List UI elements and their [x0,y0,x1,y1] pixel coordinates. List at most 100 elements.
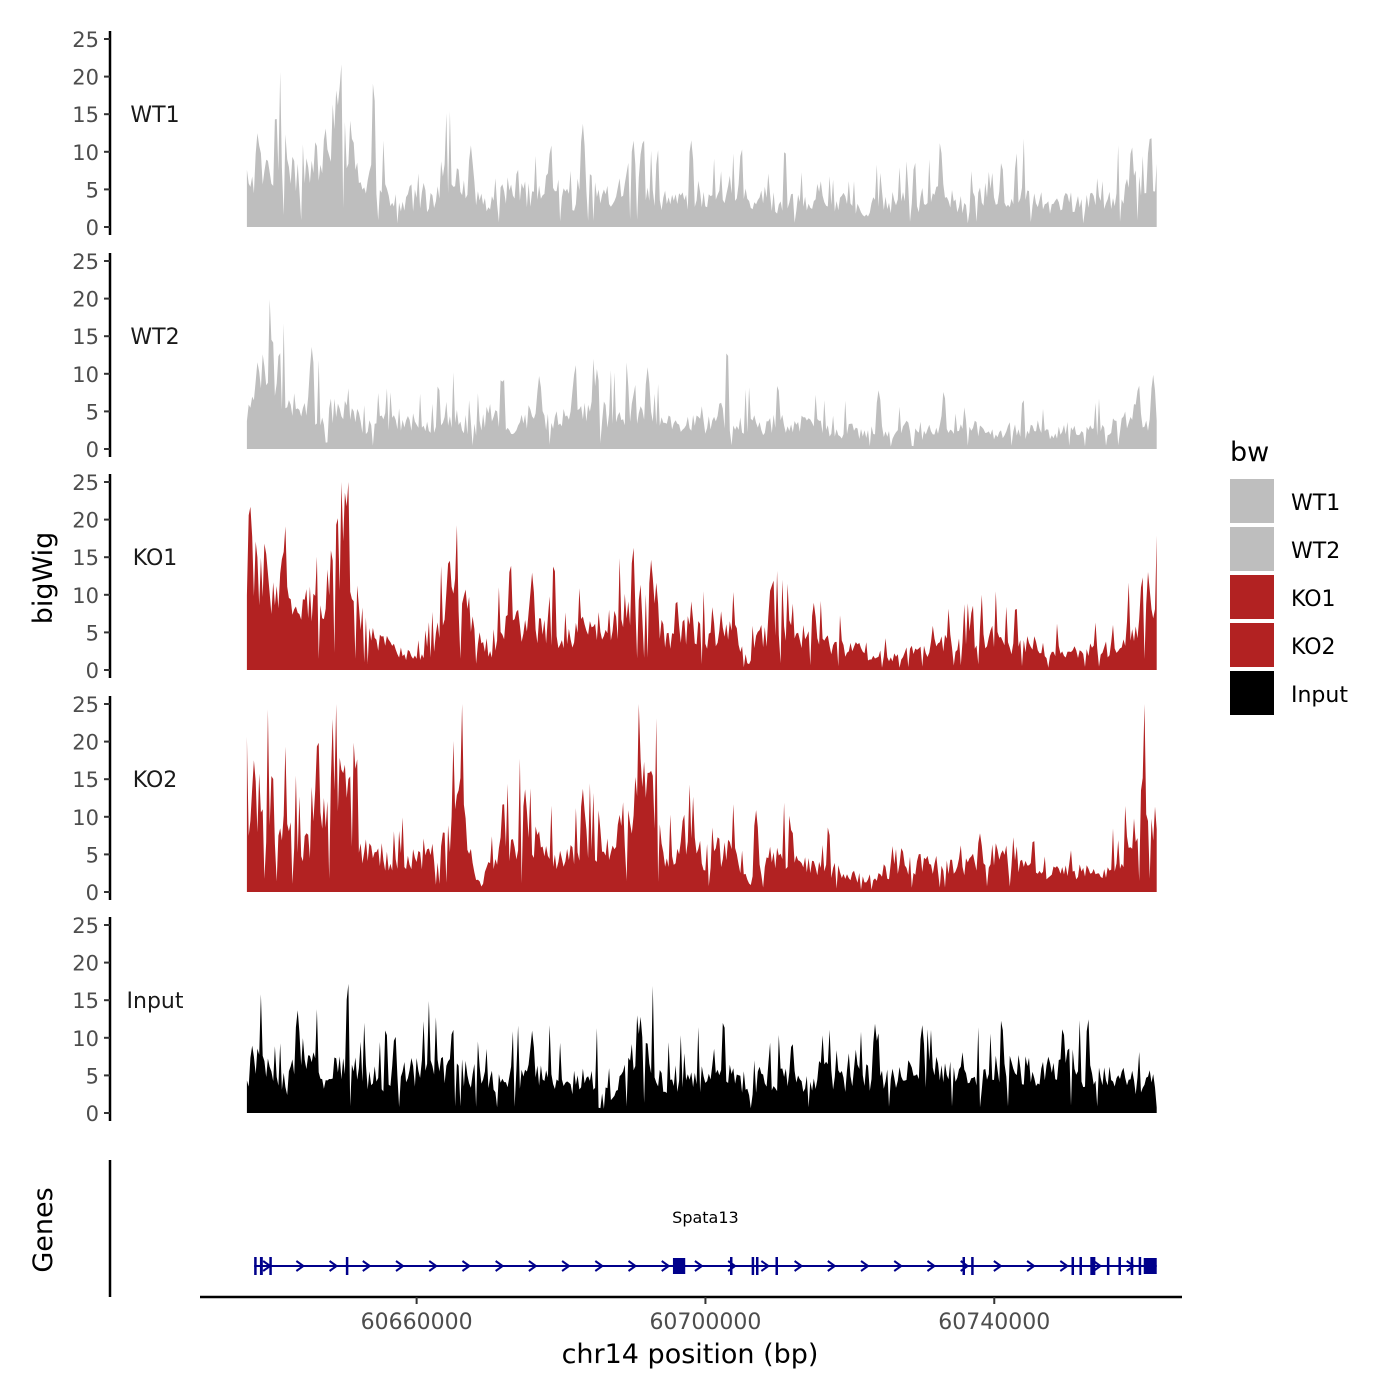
y-tick-label: 25 [72,28,99,52]
strand-arrow [860,1260,870,1272]
strand-arrow [594,1260,605,1272]
legend-swatch-input [1230,671,1274,715]
strand-arrow [661,1260,671,1272]
gene-exon [729,1257,733,1275]
track-label: KO1 [133,546,178,571]
y-tick-label: 25 [72,250,99,274]
legend-label: Input [1291,683,1348,708]
y-tick-label: 25 [72,693,99,717]
coverage-area-ko2 [246,704,1157,892]
track-ko1: 0 5 10 15 20 25 KO1 [72,471,1157,683]
strand-arrow [1126,1260,1136,1272]
legend-swatch-ko2 [1230,623,1274,667]
gene-spata13: Spata13 [254,1208,1157,1275]
gene-exon [1071,1257,1075,1275]
y-tick-label: 20 [72,66,99,90]
gene-exon [751,1257,755,1275]
legend-swatch-wt1 [1230,479,1274,523]
y-tick-label: 5 [86,178,99,202]
x-tick-label: 60740000 [938,1310,1050,1335]
legend-label: KO1 [1291,587,1336,612]
strand-arrow [1092,1260,1103,1272]
legend: bw WT1 WT2 KO1 KO2 Input [1230,437,1348,715]
track-label: WT1 [130,103,179,128]
y-tick-label: 5 [86,621,99,645]
y-tick-label: 10 [72,141,99,165]
strand-arrow [495,1260,505,1272]
gene-exon [259,1257,263,1275]
gene-exon [962,1257,965,1275]
y-tick-label: 10 [72,1027,99,1051]
track-panels: 0510152025WT10510152025WT20510152025KO10… [72,28,1157,1126]
gene-exon [269,1257,272,1275]
y-tick-label: 10 [72,584,99,608]
gene-exon [775,1257,778,1275]
strand-arrow [461,1260,472,1272]
strand-arrow [428,1260,438,1272]
strand-arrow [295,1260,306,1272]
y-tick-label: 20 [72,731,99,755]
gene-exon [1118,1257,1121,1275]
track-wt1: 0 5 10 15 20 25 WT1 [72,28,1157,240]
y-tick-label: 5 [86,843,99,867]
track-input: 0 5 10 15 20 25 Input [72,914,1157,1126]
legend-swatch-ko1 [1230,575,1274,619]
strand-arrow [926,1260,937,1272]
track-ko2: 0 5 10 15 20 25 KO2 [72,693,1157,905]
x-axis: 60660000 60700000 60740000 [200,1295,1182,1335]
y-tick-label: 25 [72,471,99,495]
legend-title: bw [1230,437,1269,468]
y-tick-label: 0 [86,438,99,462]
coverage-area-wt2 [246,299,1157,449]
legend-swatch-wt2 [1230,527,1274,571]
coverage-area-ko1 [246,482,1157,670]
strand-arrow [993,1260,1003,1272]
y-tick-label: 20 [72,952,99,976]
y-axis-title: bigWig [28,532,59,625]
gene-exon [971,1257,974,1275]
legend-label: WT2 [1291,539,1340,564]
gene-exon [1079,1257,1082,1275]
y-tick-label: 0 [86,881,99,905]
strand-arrow [893,1260,903,1272]
y-tick-label: 15 [72,325,99,349]
coverage-area-input [246,983,1157,1113]
strand-arrow [328,1260,339,1272]
y-tick-label: 20 [72,509,99,533]
y-tick-label: 10 [72,363,99,387]
y-tick-label: 20 [72,288,99,312]
x-tick-label: 60660000 [361,1310,473,1335]
gene-exon [1106,1257,1110,1275]
y-tick-label: 25 [72,914,99,938]
gene-exon [672,1258,686,1274]
y-tick-label: 5 [86,1064,99,1088]
strand-arrow [1026,1260,1036,1272]
gene-exon [1090,1257,1096,1275]
strand-arrow [528,1260,538,1272]
strand-arrow [395,1260,405,1272]
y-tick-label: 0 [86,1102,99,1126]
strand-arrow [1059,1260,1070,1272]
legend-label: WT1 [1291,491,1340,516]
coverage-area-wt1 [246,64,1157,227]
x-tick-label: 60700000 [649,1310,761,1335]
strand-arrow [827,1260,837,1272]
x-axis-title: chr14 position (bp) [562,1339,819,1370]
y-tick-label: 15 [72,768,99,792]
gene-exon [254,1257,257,1275]
y-tick-label: 15 [72,989,99,1013]
track-label: Input [127,989,184,1014]
gene-exon [1130,1257,1134,1275]
strand-arrow [561,1260,571,1272]
gene-exon [1143,1258,1157,1274]
gene-exon [1138,1257,1142,1275]
genes-axis-title: Genes [28,1187,59,1272]
track-wt2: 0 5 10 15 20 25 WT2 [72,250,1157,462]
gene-exon [755,1257,759,1275]
y-tick-label: 0 [86,659,99,683]
y-tick-label: 5 [86,400,99,424]
y-tick-label: 10 [72,806,99,830]
y-tick-label: 15 [72,546,99,570]
strand-arrow [362,1260,372,1272]
